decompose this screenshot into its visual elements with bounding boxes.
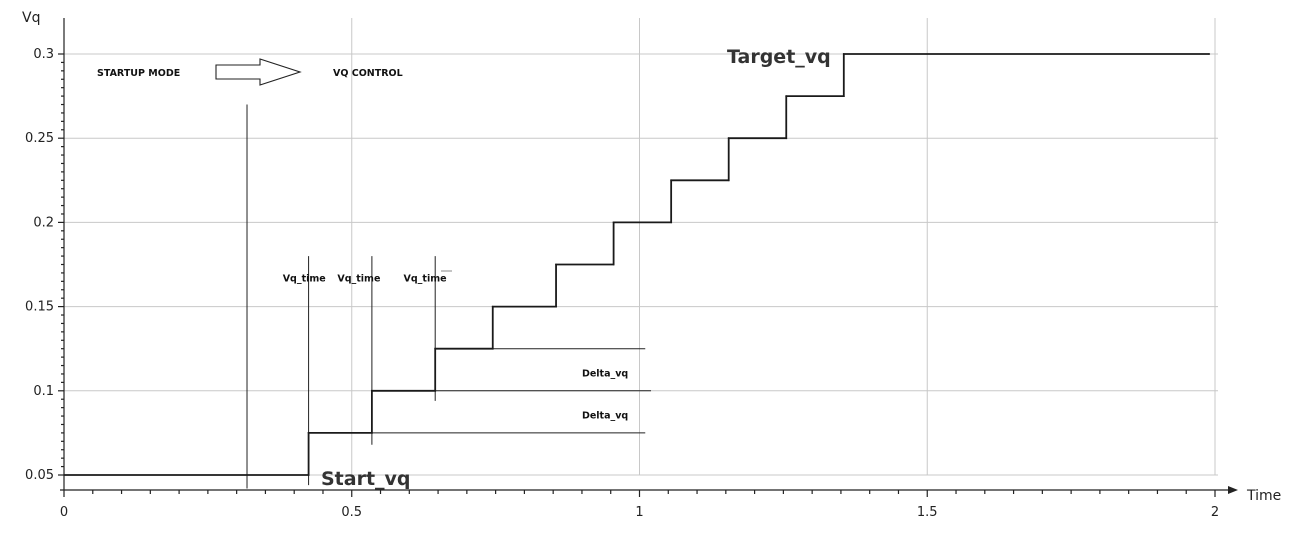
vq-series-point	[434, 347, 437, 350]
target-vq-label: Target_vq	[727, 46, 831, 68]
vq-time-label: Vq_time	[337, 273, 380, 284]
vq-series-point	[612, 263, 615, 266]
delta-vq-label: Delta_vq	[582, 368, 628, 379]
y-tick-label: 0.1	[33, 384, 54, 399]
x-tick-label: 0	[60, 505, 68, 520]
y-axis-title: Vq	[22, 10, 40, 26]
vq-series-point	[491, 305, 494, 308]
y-tick-label: 0.25	[25, 131, 54, 146]
vq-series-point	[670, 221, 673, 224]
vq-series-point	[842, 95, 845, 97]
vq-series-point	[612, 221, 615, 224]
y-tick-label: 0.3	[33, 47, 54, 62]
mode-transition-arrow-icon	[215, 58, 302, 86]
axis-layer: 0 0.5 1 1.5 2 0.05 0.1 0.15 0.2 0.25 0.3	[25, 18, 1238, 520]
x-tick-label: 1	[635, 505, 643, 520]
vq-time-label: Vq_time	[404, 273, 447, 284]
vq-series-point	[307, 432, 310, 434]
vq-series-point	[1208, 53, 1211, 55]
vq-series-point	[370, 432, 373, 434]
grid-layer	[64, 18, 1218, 476]
vq-series-point	[670, 179, 673, 182]
vq-control-label: VQ CONTROL	[333, 68, 403, 79]
vq-series-point	[727, 179, 730, 182]
x-axis-title: Time	[1246, 488, 1281, 504]
vq-series-point	[785, 137, 788, 140]
vq-series-line	[64, 53, 1210, 476]
startup-mode-label: STARTUP MODE	[97, 68, 180, 79]
y-tick-label: 0.15	[25, 300, 54, 315]
y-tick-label: 0.2	[33, 215, 54, 230]
series-layer	[63, 53, 1211, 476]
vq-time-label: Vq_time	[283, 273, 326, 284]
vq-series-point	[434, 389, 437, 392]
vq-series-point	[491, 347, 494, 350]
x-axis-arrow-icon	[1228, 486, 1238, 494]
vq-series-point	[307, 474, 310, 476]
y-tick-label: 0.05	[25, 468, 54, 483]
vq-series-point	[370, 389, 373, 392]
vq-series-point	[555, 305, 557, 308]
start-vq-label: Start_vq	[321, 468, 411, 490]
vq-series-point	[555, 263, 557, 266]
vq-series-point	[727, 137, 730, 140]
delta-vq-label: Delta_vq	[582, 410, 628, 421]
x-tick-label: 2	[1211, 505, 1219, 520]
reference-lines	[246, 104, 652, 489]
x-tick-label: 1.5	[917, 505, 938, 520]
x-tick-label: 0.5	[341, 505, 362, 520]
vq-series-point	[842, 53, 845, 55]
annotation-layer: Target_vq Start_vq Vq_time Vq_time Vq_time De…	[283, 46, 831, 490]
vq-series-point	[785, 95, 788, 97]
